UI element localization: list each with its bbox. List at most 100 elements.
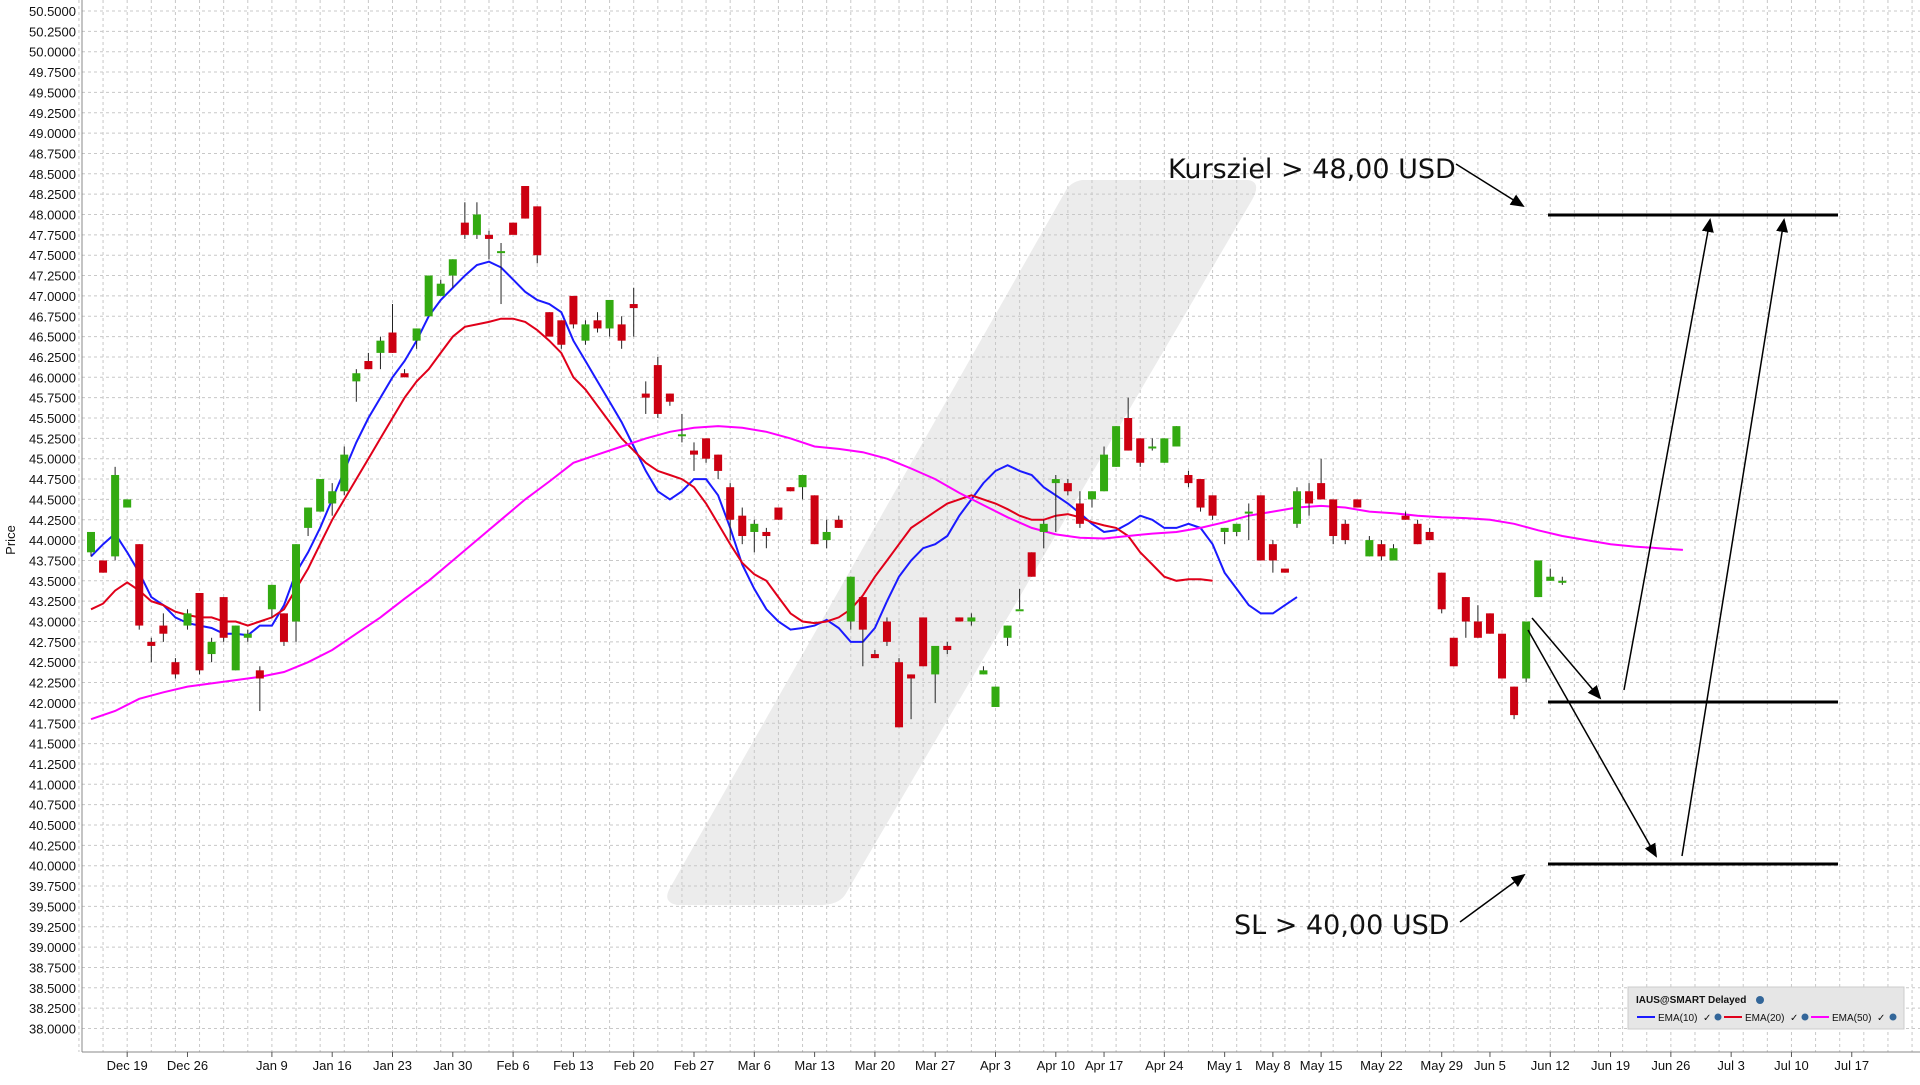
candle-body (1015, 609, 1024, 612)
candle-body (1172, 426, 1181, 447)
x-tick-label: Feb 13 (553, 1058, 593, 1073)
annotation-stoploss: SL > 40,00 USD (1234, 910, 1450, 941)
x-tick-label: Apr 10 (1037, 1058, 1075, 1073)
y-tick-label: 45.5000 (29, 411, 76, 426)
y-tick-label: 46.5000 (29, 330, 76, 345)
candle (714, 454, 723, 480)
candle-body (846, 576, 855, 622)
x-tick-label: Apr 24 (1145, 1058, 1183, 1073)
candle (762, 527, 771, 549)
candle-body (123, 499, 132, 508)
legend-info-icon[interactable] (1801, 1013, 1809, 1021)
y-tick-label: 45.0000 (29, 452, 76, 467)
candle (1112, 426, 1121, 467)
candle (340, 446, 349, 496)
legend-info-icon[interactable] (1714, 1013, 1722, 1021)
candle-body (1293, 491, 1301, 524)
candle-body (231, 625, 240, 671)
ema-line-ema50 (90, 425, 1683, 721)
candle-body (834, 519, 843, 528)
x-tick-label: Feb 20 (613, 1058, 653, 1073)
candle (991, 686, 1000, 707)
candle-body (1389, 548, 1398, 561)
candle (798, 474, 807, 500)
candle-body (557, 320, 566, 345)
legend-check-icon[interactable]: ✓ (1877, 1013, 1885, 1024)
y-tick-label: 48.2500 (29, 187, 76, 202)
candle (1425, 527, 1434, 541)
candle-body (1100, 454, 1109, 492)
y-tick-label: 47.2500 (29, 269, 76, 284)
candle (1522, 621, 1531, 683)
candle (943, 641, 952, 655)
candle-body (1558, 580, 1567, 583)
candle-body (1075, 503, 1084, 524)
candle (376, 336, 385, 370)
y-tick-label: 39.0000 (29, 940, 76, 955)
y-tick-label: 47.0000 (29, 289, 76, 304)
ema-line-ema20 (90, 317, 1213, 627)
candle-body (183, 613, 192, 626)
candle (243, 629, 252, 642)
candle-body (1401, 515, 1410, 520)
candle-body (1437, 572, 1446, 610)
candle (1087, 491, 1096, 508)
candle-body (267, 584, 276, 610)
candle (1305, 483, 1314, 516)
candle (1256, 495, 1265, 561)
y-tick-label: 40.0000 (29, 859, 76, 874)
candle (207, 637, 216, 663)
legend-info-icon[interactable] (1889, 1013, 1897, 1021)
y-tick-label: 39.5000 (29, 899, 76, 914)
candle (448, 259, 457, 288)
candle (822, 519, 831, 549)
candle (569, 295, 578, 329)
candle (364, 352, 373, 370)
candle-body (581, 324, 590, 341)
ema-lines (90, 260, 1683, 721)
candle-body (243, 633, 252, 638)
candle-body (955, 617, 964, 622)
legend-item-ema50: EMA(50) (1832, 1013, 1871, 1024)
x-tick-label: Jul 3 (1717, 1058, 1744, 1073)
candle (509, 222, 518, 235)
x-tick-label: Mar 27 (915, 1058, 955, 1073)
candle-body (967, 617, 976, 622)
x-tick-label: Apr 3 (980, 1058, 1011, 1073)
candle-body (352, 373, 361, 382)
candle (907, 674, 916, 720)
candle-body (1208, 495, 1217, 516)
y-tick-label: 44.0000 (29, 533, 76, 548)
candle-body (1003, 625, 1012, 638)
candle-body (1244, 511, 1253, 514)
candle (1437, 572, 1446, 614)
candle (521, 186, 530, 219)
y-tick-label: 50.5000 (29, 4, 76, 19)
candle-body (1425, 531, 1434, 541)
candle-body (340, 454, 349, 492)
candle (641, 381, 650, 414)
y-tick-label: 50.2500 (29, 24, 76, 39)
candle-body (412, 328, 421, 341)
x-tick-label: Jun 12 (1531, 1058, 1570, 1073)
candle (484, 230, 493, 260)
x-tick-label: Jan 23 (373, 1058, 412, 1073)
legend-info-icon[interactable] (1756, 996, 1764, 1004)
candle (1510, 686, 1519, 720)
y-axis-ticks: 50.5000 50.2500 50.0000 49.7500 49.5000 49.25… (29, 4, 76, 1037)
y-tick-label: 41.2500 (29, 757, 76, 772)
candle-body (1184, 474, 1193, 484)
legend-check-icon[interactable]: ✓ (1790, 1013, 1798, 1024)
candle-body (328, 491, 337, 504)
candle-body (87, 531, 95, 553)
candle-body (1063, 483, 1072, 492)
candle-body (702, 438, 711, 459)
legend-check-icon[interactable]: ✓ (1703, 1013, 1711, 1024)
candle (895, 658, 904, 728)
y-tick-label: 49.5000 (29, 85, 76, 100)
candle-body (1196, 479, 1205, 508)
candle-body (774, 507, 783, 520)
candle-body (219, 597, 228, 638)
candle-body (1148, 446, 1157, 449)
